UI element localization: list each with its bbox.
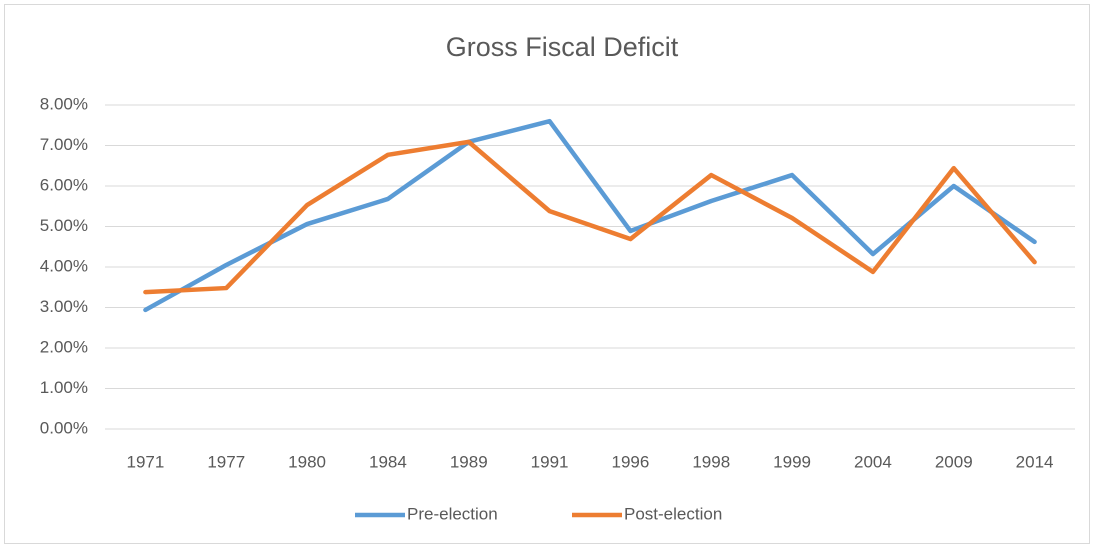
x-tick-label: 1980	[288, 452, 326, 471]
y-tick-label: 6.00%	[40, 175, 88, 194]
series-line	[143, 118, 1037, 313]
x-tick-label: 2014	[1016, 452, 1054, 471]
chart-frame	[4, 4, 1090, 544]
legend-label: Post-election	[624, 504, 722, 523]
y-tick-label: 0.00%	[40, 418, 88, 437]
series-line	[143, 139, 1037, 295]
x-tick-label: 1999	[773, 452, 811, 471]
y-tick-label: 2.00%	[40, 337, 88, 356]
y-tick-label: 4.00%	[40, 256, 88, 275]
chart-title: Gross Fiscal Deficit	[446, 32, 679, 62]
y-tick-label: 8.00%	[40, 94, 88, 113]
x-tick-label: 2009	[935, 452, 973, 471]
x-tick-label: 1971	[127, 452, 165, 471]
y-tick-label: 3.00%	[40, 297, 88, 316]
x-tick-label: 2004	[854, 452, 892, 471]
legend-label: Pre-election	[407, 504, 498, 523]
x-tick-label: 1977	[207, 452, 245, 471]
y-tick-label: 7.00%	[40, 135, 88, 154]
x-tick-label: 1998	[692, 452, 730, 471]
x-tick-label: 1984	[369, 452, 407, 471]
x-tick-label: 1989	[450, 452, 488, 471]
x-tick-label: 1996	[612, 452, 650, 471]
x-tick-label: 1991	[531, 452, 569, 471]
y-tick-label: 1.00%	[40, 378, 88, 397]
y-tick-label: 5.00%	[40, 216, 88, 235]
